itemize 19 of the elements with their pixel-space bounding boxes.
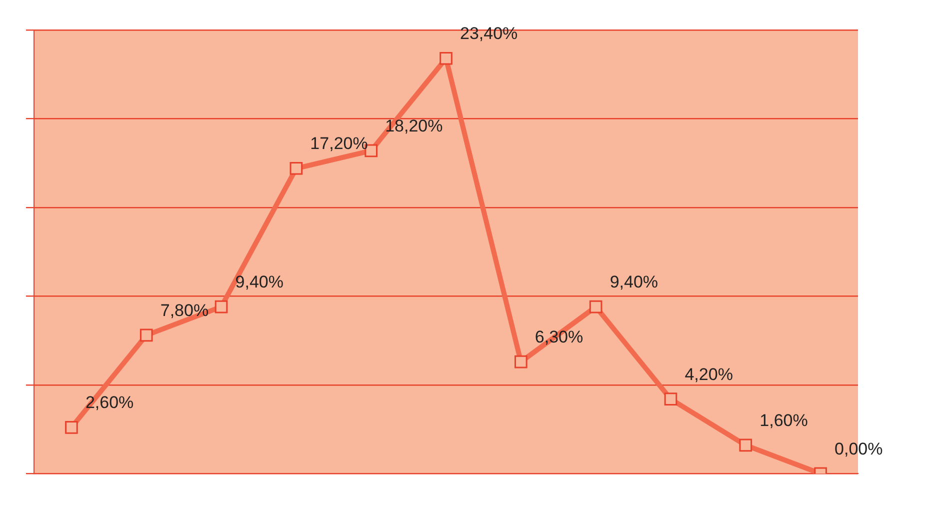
data-label: 17,20% <box>310 134 368 154</box>
data-label: 2,60% <box>85 393 134 412</box>
data-label: 6,30% <box>534 328 584 346</box>
point <box>214 300 228 314</box>
point <box>589 300 602 314</box>
point <box>440 52 452 65</box>
data-label: 0,00% <box>834 439 883 458</box>
point <box>140 328 153 342</box>
data-label: 18,20% <box>385 116 443 136</box>
point <box>664 392 678 406</box>
point <box>514 355 528 368</box>
data-label: 7,80% <box>160 300 209 320</box>
data-label: 9,40% <box>610 272 658 292</box>
point <box>290 162 303 175</box>
data-label: 4,20% <box>684 364 733 384</box>
data-label: 1,60% <box>760 410 808 430</box>
point <box>739 438 752 452</box>
data-label: 9,40% <box>235 272 284 292</box>
point <box>65 421 78 434</box>
